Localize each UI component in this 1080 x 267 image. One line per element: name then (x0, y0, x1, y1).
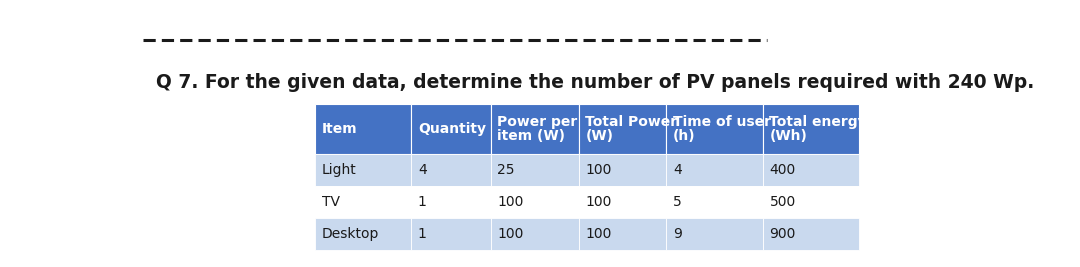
Bar (666, 104, 762, 154)
Bar (579, 218, 666, 250)
Text: Total energy: Total energy (769, 115, 867, 129)
Bar (579, 186, 666, 218)
Bar (762, 218, 859, 250)
Bar (315, 104, 411, 154)
Text: 4: 4 (673, 163, 681, 177)
Text: 100: 100 (585, 195, 611, 209)
Bar (762, 154, 859, 186)
Text: 100: 100 (585, 163, 611, 177)
Text: Light: Light (322, 163, 356, 177)
Bar (666, 218, 762, 250)
Text: Time of user: Time of user (673, 115, 771, 129)
Bar (411, 186, 490, 218)
Text: 500: 500 (769, 195, 796, 209)
Text: 100: 100 (498, 195, 524, 209)
Bar (411, 104, 490, 154)
Bar (666, 186, 762, 218)
Text: (W): (W) (585, 129, 613, 143)
Bar (490, 218, 579, 250)
Text: 100: 100 (498, 227, 524, 241)
Bar (490, 104, 579, 154)
Text: 900: 900 (769, 227, 796, 241)
Text: Quantity: Quantity (418, 122, 486, 136)
Bar (315, 154, 411, 186)
Bar (579, 104, 666, 154)
Text: 1: 1 (418, 195, 427, 209)
Text: 4: 4 (418, 163, 427, 177)
Text: (Wh): (Wh) (769, 129, 808, 143)
Text: 100: 100 (585, 227, 611, 241)
Text: TV: TV (322, 195, 339, 209)
Bar (666, 154, 762, 186)
Bar (411, 154, 490, 186)
Text: Total Power: Total Power (585, 115, 677, 129)
Bar (490, 186, 579, 218)
Text: Q 7. For the given data, determine the number of PV panels required with 240 Wp.: Q 7. For the given data, determine the n… (156, 73, 1035, 92)
Text: 9: 9 (673, 227, 683, 241)
Text: Item: Item (322, 122, 357, 136)
Bar (762, 186, 859, 218)
Bar (315, 218, 411, 250)
Bar (579, 154, 666, 186)
Text: (h): (h) (673, 129, 696, 143)
Text: Desktop: Desktop (322, 227, 379, 241)
Text: 400: 400 (769, 163, 796, 177)
Bar (315, 186, 411, 218)
Bar (762, 104, 859, 154)
Text: Power per: Power per (498, 115, 578, 129)
Bar (490, 154, 579, 186)
Text: 1: 1 (418, 227, 427, 241)
Text: 25: 25 (498, 163, 515, 177)
Text: 5: 5 (673, 195, 681, 209)
Bar (411, 218, 490, 250)
Text: item (W): item (W) (498, 129, 566, 143)
